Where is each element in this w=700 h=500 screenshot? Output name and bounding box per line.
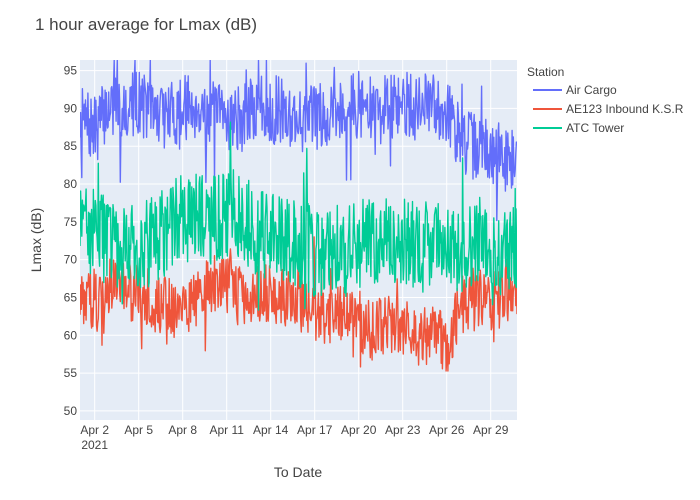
legend-label: AE123 Inbound K.S.R: [566, 102, 684, 116]
legend-label: ATC Tower: [566, 121, 624, 135]
x-axis-title: To Date: [274, 464, 322, 480]
y-tick-label: 80: [64, 177, 78, 191]
y-tick-label: 90: [64, 101, 78, 115]
x-tick-label: Apr 2: [80, 423, 109, 437]
legend-item[interactable]: Air Cargo: [533, 83, 617, 97]
x-tick-label: Apr 11: [209, 423, 244, 437]
y-tick-labels: 50 55 60 65 70 75 80 85 90 95: [64, 64, 78, 418]
series-line-1: [80, 236, 517, 372]
x-tick-label: Apr 14: [253, 423, 289, 437]
y-tick-label: 95: [64, 64, 78, 78]
legend-label: Air Cargo: [566, 83, 617, 97]
y-tick-label: 75: [64, 215, 78, 229]
y-tick-label: 70: [64, 253, 78, 267]
legend-title: Station: [527, 65, 564, 79]
series-layer: [80, 60, 517, 372]
legend-item[interactable]: AE123 Inbound K.S.R: [533, 102, 684, 116]
x-tick-label: Apr 20: [341, 423, 377, 437]
chart-title: 1 hour average for Lmax (dB): [35, 15, 257, 34]
x-tick-label: Apr 8: [168, 423, 197, 437]
x-tick-label: Apr 5: [124, 423, 153, 437]
legend-item[interactable]: ATC Tower: [533, 121, 624, 135]
x-tick-year-label: 2021: [81, 438, 108, 452]
x-tick-label: Apr 29: [473, 423, 509, 437]
x-tick-label: Apr 23: [385, 423, 421, 437]
series-line-0: [80, 60, 517, 222]
y-tick-label: 65: [64, 290, 78, 304]
legend: Station Air Cargo AE123 Inbound K.S.R ATC …: [527, 65, 684, 135]
y-tick-label: 55: [64, 366, 78, 380]
series-line-2: [80, 121, 517, 311]
x-tick-label: Apr 17: [297, 423, 333, 437]
y-tick-label: 50: [64, 404, 78, 418]
y-tick-label: 85: [64, 139, 78, 153]
x-tick-label: Apr 26: [429, 423, 465, 437]
y-tick-label: 60: [64, 328, 78, 342]
y-axis-title: Lmax (dB): [28, 208, 44, 273]
